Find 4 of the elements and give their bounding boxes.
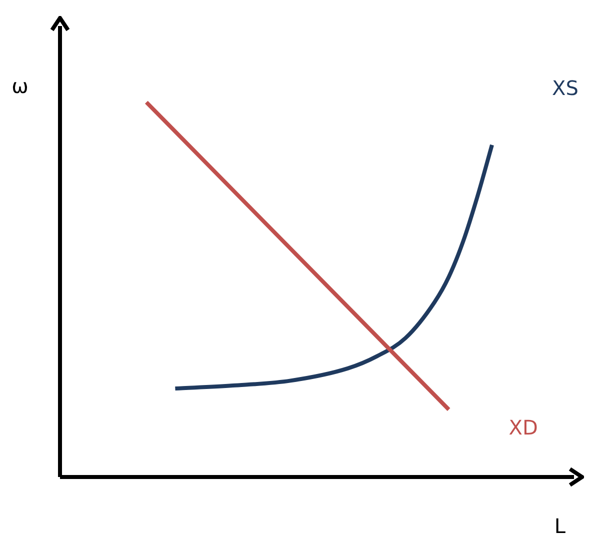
x-axis-title: L <box>554 514 566 538</box>
text: XD <box>508 416 538 440</box>
text: XS <box>552 76 578 100</box>
y-axis-title: ω <box>12 74 28 98</box>
